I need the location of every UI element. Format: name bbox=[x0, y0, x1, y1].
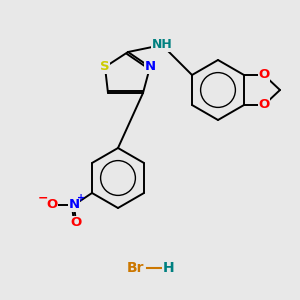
Text: O: O bbox=[258, 68, 270, 82]
Text: N: N bbox=[144, 61, 156, 74]
Text: O: O bbox=[70, 217, 82, 230]
Text: S: S bbox=[100, 61, 110, 74]
Text: N: N bbox=[68, 199, 80, 212]
Text: +: + bbox=[77, 193, 85, 203]
Text: O: O bbox=[258, 98, 270, 112]
Text: −: − bbox=[38, 191, 48, 205]
Text: H: H bbox=[163, 261, 175, 275]
Text: Br: Br bbox=[126, 261, 144, 275]
Text: NH: NH bbox=[152, 38, 172, 52]
Text: O: O bbox=[46, 199, 58, 212]
